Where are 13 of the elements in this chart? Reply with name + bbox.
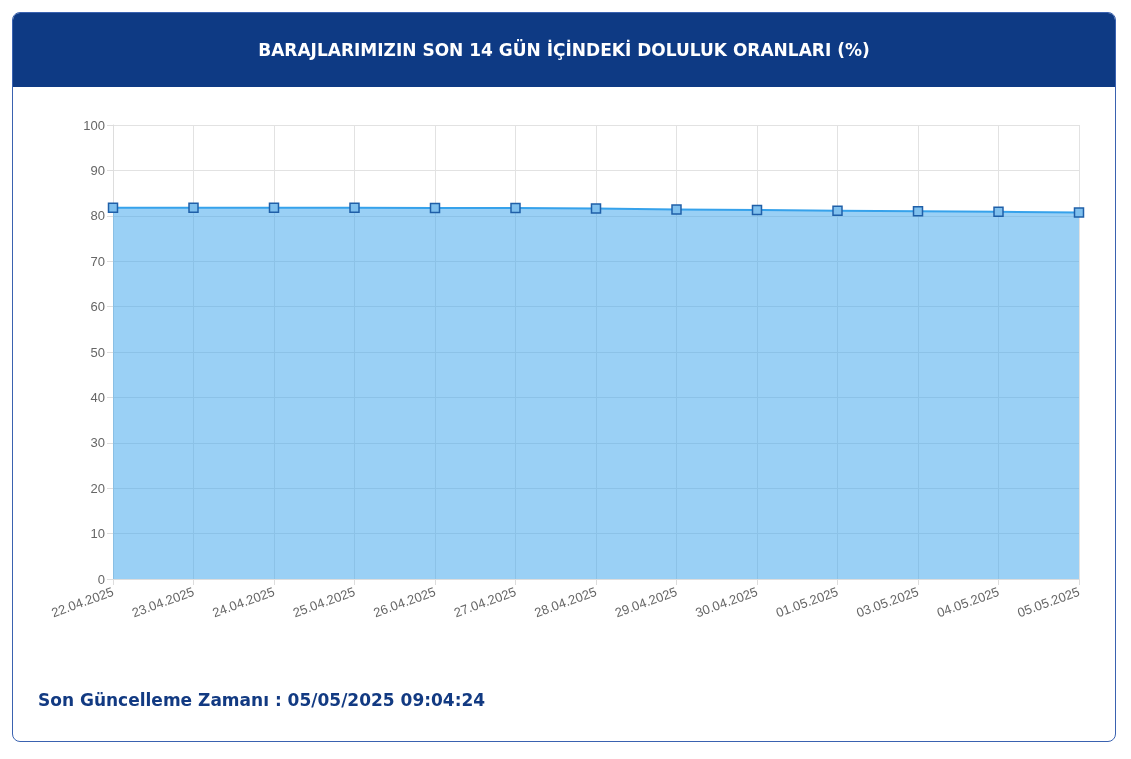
y-tick-label: 40	[90, 389, 105, 405]
y-tick-label: 90	[90, 162, 105, 178]
y-tick-label: 70	[90, 253, 105, 269]
y-tick-label: 80	[90, 208, 105, 224]
y-tick-label: 20	[90, 480, 105, 496]
y-tick-label: 10	[90, 526, 105, 542]
y-tick-label: 50	[90, 344, 105, 360]
text: Son Güncelleme Zamanı : 05/05/2025 09:04:24	[38, 690, 486, 710]
y-tick-label: 100	[83, 117, 105, 133]
chart-title: BARAJLARIMIZIN SON 14 GÜN İÇİNDEKİ DOLULUK ORANLARI (%)	[13, 13, 1115, 87]
y-tick-label: 60	[90, 299, 105, 315]
y-tick-label: 30	[90, 435, 105, 451]
y-tick-label: 0	[97, 571, 105, 587]
